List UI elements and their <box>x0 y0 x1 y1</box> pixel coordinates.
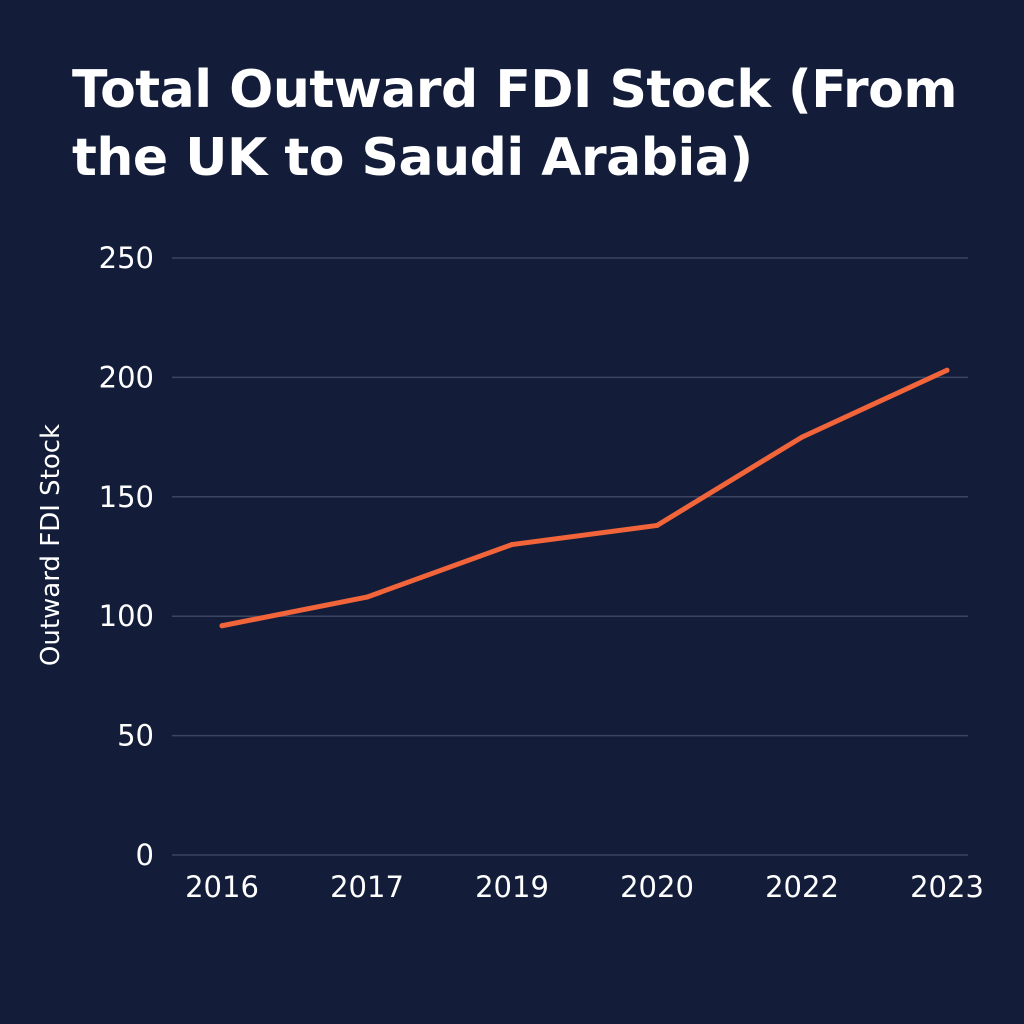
chart-title-line-2: the UK to Saudi Arabia) <box>72 128 753 188</box>
chart-title: Total Outward FDI Stock (From the UK to … <box>72 56 972 192</box>
data-point-2022 <box>799 434 805 440</box>
grid-lines <box>172 257 968 856</box>
x-tick-label-2023: 2023 <box>910 870 984 904</box>
x-tick-label-2016: 2016 <box>185 870 259 904</box>
data-point-2016 <box>219 623 225 629</box>
y-tick-label-200: 200 <box>99 360 154 394</box>
y-tick-label-50: 50 <box>117 719 154 753</box>
x-tick-labels: 2016 2017 2019 2020 2022 2023 <box>185 870 984 904</box>
y-tick-label-150: 150 <box>99 480 154 514</box>
y-tick-label-250: 250 <box>99 241 154 275</box>
series-layer <box>219 367 950 629</box>
x-tick-label-2019: 2019 <box>475 870 549 904</box>
series-line-0 <box>219 367 950 629</box>
x-tick-label-2017: 2017 <box>330 870 404 904</box>
data-point-2023 <box>944 367 950 373</box>
y-tick-label-100: 100 <box>99 599 154 633</box>
data-point-2017 <box>364 594 370 600</box>
y-axis-label: Outward FDI Stock <box>36 424 66 666</box>
y-tick-label-0: 0 <box>136 838 154 872</box>
data-point-2019 <box>509 542 515 548</box>
x-tick-label-2020: 2020 <box>620 870 694 904</box>
x-tick-label-2022: 2022 <box>765 870 839 904</box>
data-point-2020 <box>654 522 660 528</box>
chart-title-line-1: Total Outward FDI Stock (From <box>72 60 958 120</box>
y-tick-labels: 0 50 100 150 200 250 <box>99 241 154 872</box>
